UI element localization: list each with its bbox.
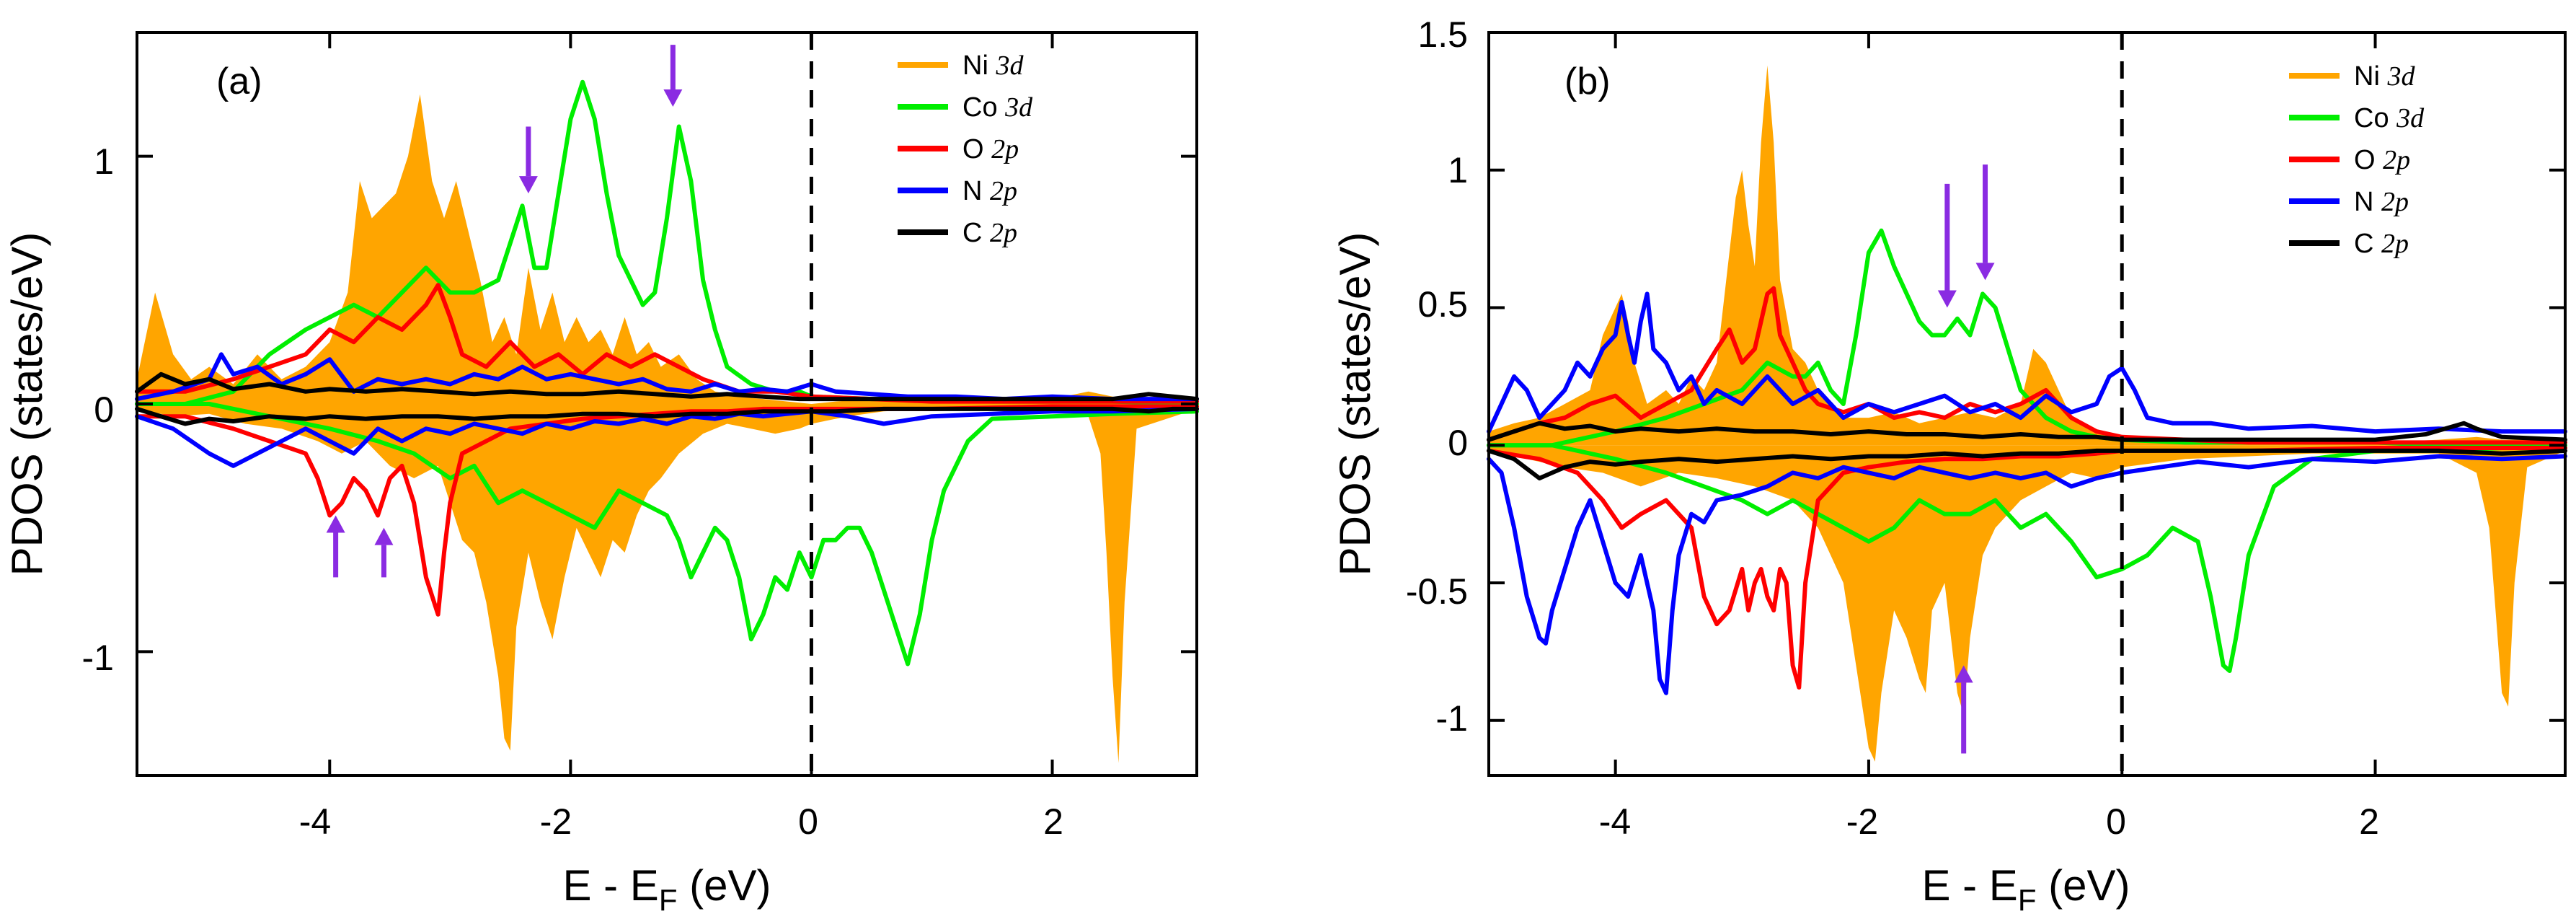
panel-b-series-n-2p-down <box>1487 454 2567 695</box>
panel-a-arrow-down-icon <box>518 126 538 194</box>
panel-b-series-c-2p-down <box>1487 448 2567 480</box>
panel-a-xtick-label: -2 <box>540 801 572 842</box>
panel-b-y-axis-title: PDOS (states/eV) <box>1331 232 1379 576</box>
panel-b-series-co-3d-up <box>1487 228 2567 448</box>
panel-b-ytick-label: 0 <box>1448 423 1468 463</box>
panel-b-arrow-down-icon <box>1937 183 1957 308</box>
panel-a-series-n-2p-down <box>135 406 1199 468</box>
panel-a-x-axis-title: E - EF (eV) <box>562 861 771 917</box>
panel-a-label: (a) <box>216 61 262 102</box>
panel-a-series-c-2p-up <box>135 371 1199 402</box>
panel-b-ytick-label: 1 <box>1448 150 1468 190</box>
panel-b-xtick-label: 0 <box>2106 801 2126 842</box>
panel-b-legend: Ni 3d Co 3d O 2p N 2p C 2p <box>2289 61 2425 259</box>
panel-b-ytick-label: -1 <box>1436 698 1468 739</box>
panel-a-arrow-up-icon <box>374 527 394 578</box>
panel-a-series-co-3d-up <box>135 79 1199 406</box>
panel-a-series-o-2p-down <box>135 404 1199 617</box>
panel-a-frame <box>136 31 1198 777</box>
panel-b-xtick-label: 2 <box>2359 801 2379 842</box>
panel-a-ytick-label: 1 <box>94 141 114 182</box>
panel-a-legend: Ni 3d Co 3d O 2p N 2p C 2p <box>898 50 1033 248</box>
legend-label-c: C 2p <box>962 218 1017 248</box>
panel-a-xtick-label: -4 <box>299 801 331 842</box>
panel-b-series-c-2p-up <box>1487 421 2567 442</box>
panel-a-series-co-3d-down <box>135 402 1199 667</box>
panel-a-arrow-up-icon <box>326 515 345 578</box>
panel-b-series-o-2p-up <box>1487 286 2567 445</box>
panel-b-frame <box>1487 31 2567 777</box>
panel-a-series <box>135 79 1199 763</box>
panel-b-label: (b) <box>1564 61 1611 102</box>
panel-b-series <box>1487 65 2567 762</box>
legend-label-co: Co 3d <box>2354 103 2425 133</box>
panel-b-x-axis-title: E - EF (eV) <box>1921 861 2130 917</box>
panel-b-xtick-label: -4 <box>1599 801 1631 842</box>
panel-a-series-n-2p-up <box>135 352 1199 402</box>
legend-label-ni: Ni 3d <box>2354 61 2415 92</box>
panel-a-arrow-down-icon <box>663 45 683 107</box>
panel-b-ytick-label: 1.5 <box>1417 14 1468 55</box>
panel-b-arrow-up-icon <box>1954 665 1973 754</box>
panel-b-series-o-2p-down <box>1487 446 2567 690</box>
panel-b-xtick-label: -2 <box>1846 801 1878 842</box>
panel-b-series-co-3d-down <box>1487 443 2567 673</box>
panel-a-ytick-label: 0 <box>94 390 114 430</box>
panel-b-overlay <box>1489 31 2565 775</box>
legend-label-o: O 2p <box>2354 145 2410 175</box>
panel-b-series-ni-3d-up-area <box>1489 65 2565 446</box>
panel-b-arrow-down-icon <box>1975 164 1995 281</box>
panel-b-ytick-label: -0.5 <box>1406 571 1468 612</box>
legend-label-c: C 2p <box>2354 229 2409 259</box>
panel-a-xtick-label: 2 <box>1043 801 1063 842</box>
panel-b-ytick-label: 0.5 <box>1417 284 1468 325</box>
legend-label-ni: Ni 3d <box>962 50 1024 81</box>
panel-a: (a) Ni 3d Co 3d O 2p N 2p C 2p -4 -2 0 2… <box>3 31 1199 917</box>
legend-label-o: O 2p <box>962 134 1019 164</box>
panel-b-series-n-2p-up <box>1487 291 2567 434</box>
legend-label-co: Co 3d <box>962 92 1033 123</box>
legend-label-n: N 2p <box>2354 187 2409 217</box>
panel-a-ytick-label: -1 <box>82 638 114 678</box>
legend-label-n: N 2p <box>962 176 1017 206</box>
panel-a-overlay <box>137 32 1197 775</box>
panel-b: (b) Ni 3d Co 3d O 2p N 2p C 2p -4 -2 0 2… <box>1331 14 2567 917</box>
panel-a-y-axis-title: PDOS (states/eV) <box>3 232 51 576</box>
panel-a-series-c-2p-down <box>135 406 1199 426</box>
panel-a-xtick-label: 0 <box>798 801 818 842</box>
